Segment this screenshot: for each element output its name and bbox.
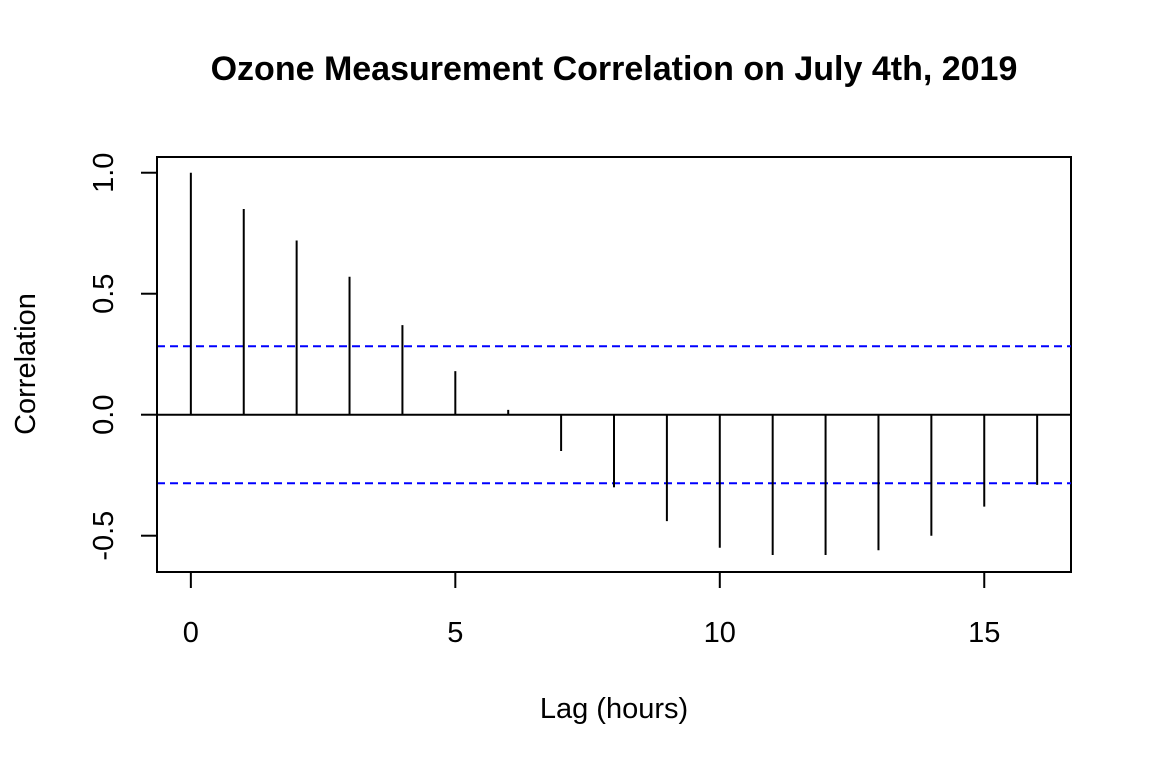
y-tick-label: -0.5 (88, 511, 120, 561)
x-axis-label: Lag (hours) (540, 693, 688, 725)
chart-title: Ozone Measurement Correlation on July 4t… (211, 50, 1018, 88)
correlation-bars (189, 172, 1039, 556)
x-tick-label: 0 (183, 617, 199, 649)
y-tick-label: 1.0 (88, 153, 120, 193)
x-tick-label: 10 (704, 617, 736, 649)
plot-frame (156, 156, 1072, 573)
y-axis: -0.5 0.0 0.5 1.0 (88, 153, 158, 561)
y-axis-label: Correlation (10, 293, 42, 435)
y-tick-label: 0.5 (88, 274, 120, 314)
y-tick-label: 0.0 (88, 395, 120, 435)
x-tick-label: 5 (447, 617, 463, 649)
x-tick-label: 15 (968, 617, 1000, 649)
x-axis: 0 5 10 15 (183, 571, 1000, 649)
